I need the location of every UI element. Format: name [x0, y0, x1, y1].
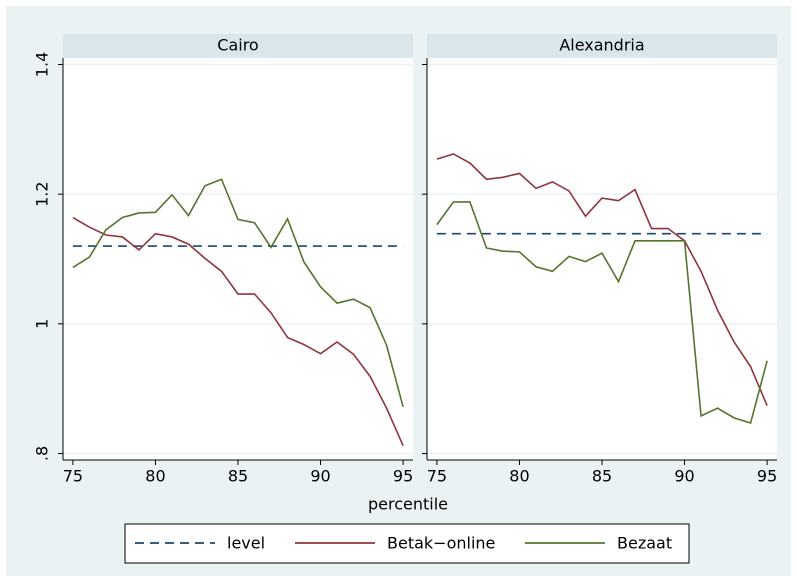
- x-tick-label: 95: [393, 467, 413, 486]
- panel-header: [427, 34, 777, 58]
- panel-title: Cairo: [217, 36, 258, 55]
- x-axis-title: percentile: [368, 495, 448, 514]
- legend-label: level: [227, 534, 265, 553]
- panel-title: Alexandria: [559, 36, 644, 55]
- legend-label: Betak−online: [387, 534, 495, 553]
- series-line: [72, 216, 404, 447]
- x-tick-label: 95: [757, 467, 777, 486]
- plot-area: [427, 58, 777, 460]
- y-tick-label: 1.4: [33, 52, 52, 77]
- x-tick-label: 90: [310, 467, 330, 486]
- x-tick-label: 80: [145, 467, 165, 486]
- series-line: [436, 201, 768, 425]
- y-tick-label: .8: [33, 446, 52, 461]
- plot-area: [63, 58, 413, 460]
- series-line: [436, 153, 768, 406]
- y-tick-label: 1.2: [33, 181, 52, 206]
- x-tick-label: 85: [228, 467, 248, 486]
- x-tick-label: 75: [427, 467, 447, 486]
- x-tick-label: 75: [63, 467, 83, 486]
- legend-label: Bezaat: [617, 534, 672, 553]
- series-line: [72, 178, 404, 408]
- x-tick-label: 85: [592, 467, 612, 486]
- panel-header: [63, 34, 413, 58]
- x-tick-label: 80: [509, 467, 529, 486]
- y-tick-label: 1: [33, 319, 52, 329]
- x-tick-label: 90: [674, 467, 694, 486]
